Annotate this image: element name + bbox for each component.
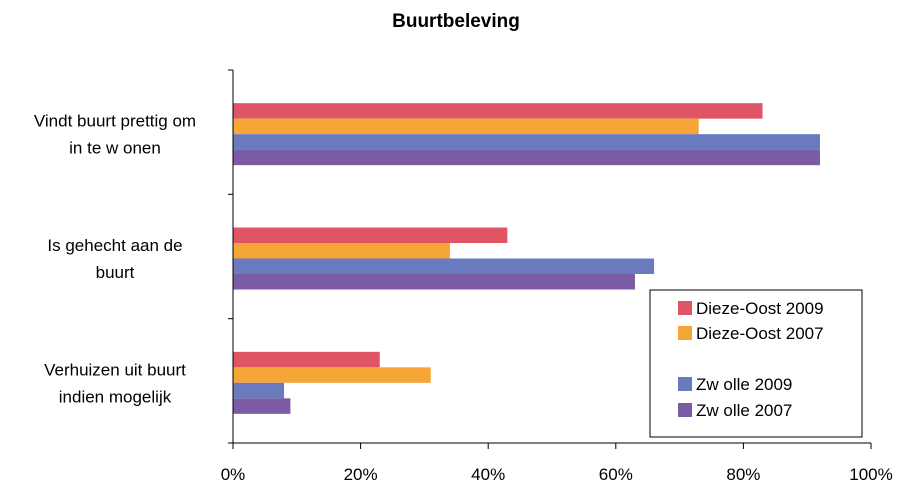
- legend-swatch-3: [678, 377, 692, 391]
- x-tick-label: 40%: [471, 465, 505, 484]
- x-tick-label: 60%: [599, 465, 633, 484]
- legend-label-3: Zw olle 2009: [696, 375, 792, 394]
- axis-layer: Vindt buurt prettig om in te w onen Is geh…: [34, 69, 893, 484]
- bar-1-category-3: [233, 351, 380, 368]
- category-label-3-line-2: indien mogelijk: [59, 387, 172, 406]
- x-tick-label: 80%: [726, 465, 760, 484]
- bar-2-category-1: [233, 118, 699, 135]
- legend-label-1: Dieze-Oost 2009: [696, 299, 824, 318]
- bar-4-category-1: [233, 149, 820, 166]
- category-label-1-line-2: in te w onen: [69, 139, 161, 158]
- category-label-2-line-2: buurt: [96, 263, 135, 282]
- bar-3-category-2: [233, 258, 655, 274]
- legend-label-4: Zw olle 2007: [696, 401, 792, 420]
- legend: Dieze-Oost 2009 Dieze-Oost 2007 Zw olle 20…: [649, 289, 863, 438]
- bar-1-category-1: [233, 103, 763, 119]
- category-label-1-line-1: Vindt buurt prettig om: [34, 112, 196, 131]
- category-label-3-line-1: Verhuizen uit buurt: [44, 360, 186, 379]
- legend-swatch-2: [678, 326, 692, 340]
- category-label-2-line-1: Is gehecht aan de: [47, 236, 182, 255]
- x-tick-label: 0%: [221, 465, 246, 484]
- legend-swatch-4: [678, 403, 692, 417]
- bars-layer: [233, 103, 820, 414]
- bar-3-category-3: [233, 382, 285, 399]
- bar-4-category-3: [233, 398, 291, 414]
- x-tick-label: 100%: [849, 465, 892, 484]
- bar-2-category-2: [233, 243, 450, 259]
- legend-swatch-1: [678, 301, 692, 315]
- bar-4-category-2: [233, 274, 635, 290]
- legend-label-2: Dieze-Oost 2007: [696, 324, 824, 343]
- bar-2-category-3: [233, 367, 431, 383]
- bar-1-category-2: [233, 227, 508, 243]
- chart-title: Buurtbeleving: [392, 11, 520, 32]
- bar-3-category-1: [233, 134, 820, 150]
- x-tick-label: 20%: [344, 465, 378, 484]
